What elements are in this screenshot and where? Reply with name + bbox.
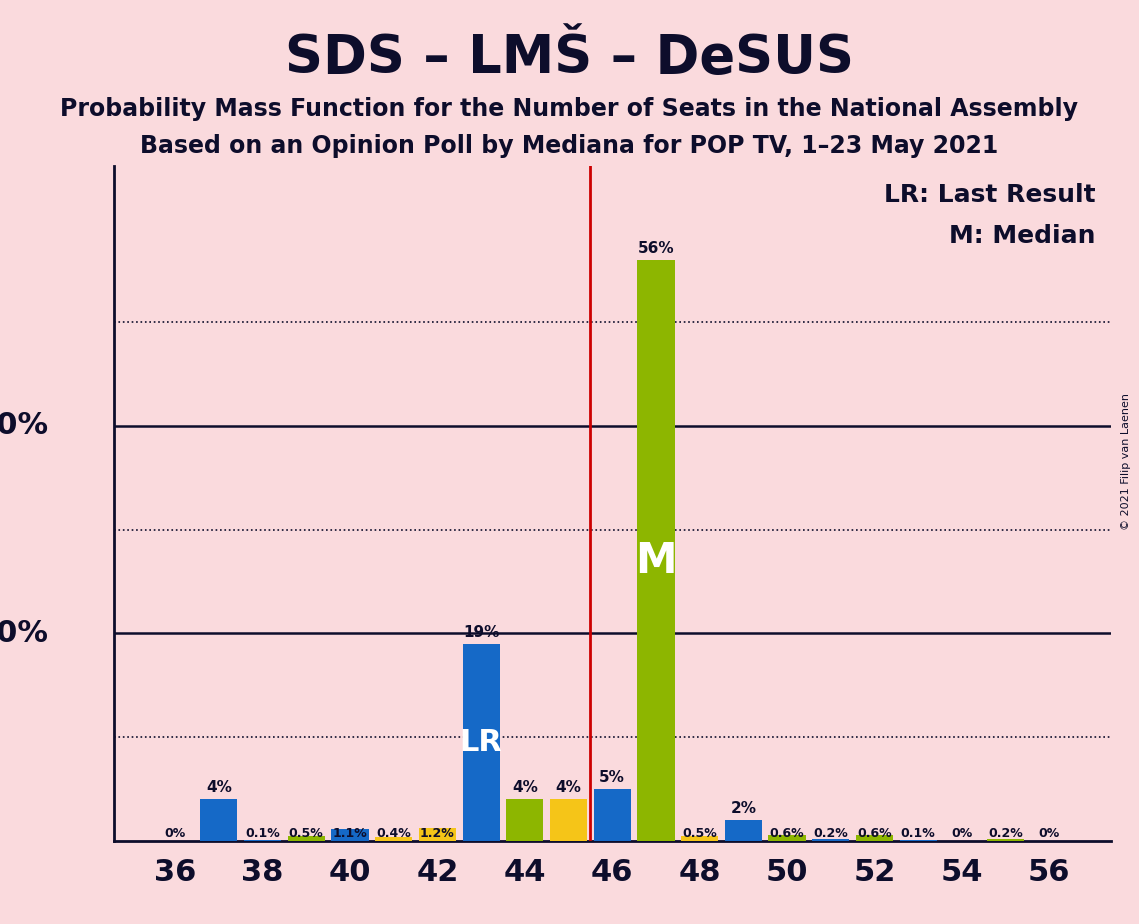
- Text: 0.2%: 0.2%: [989, 827, 1023, 840]
- Bar: [375, 837, 412, 841]
- Text: LR: Last Result: LR: Last Result: [884, 183, 1096, 207]
- Text: LR: LR: [460, 728, 502, 757]
- Text: 4%: 4%: [511, 780, 538, 796]
- Text: 0.5%: 0.5%: [682, 827, 718, 840]
- Text: M: Median: M: Median: [949, 224, 1096, 248]
- Text: 1.2%: 1.2%: [420, 827, 454, 840]
- Text: 19%: 19%: [462, 625, 499, 639]
- Text: 4%: 4%: [556, 780, 581, 796]
- Text: 2%: 2%: [730, 801, 756, 816]
- Text: M: M: [636, 540, 677, 581]
- Text: 0.1%: 0.1%: [245, 827, 280, 840]
- Text: 4%: 4%: [206, 780, 231, 796]
- Bar: [331, 830, 369, 841]
- Bar: [855, 834, 893, 841]
- Bar: [506, 799, 543, 841]
- Text: 0%: 0%: [164, 827, 186, 840]
- Bar: [419, 829, 456, 841]
- Bar: [812, 839, 850, 841]
- Text: 0.5%: 0.5%: [289, 827, 323, 840]
- Bar: [288, 835, 325, 841]
- Bar: [988, 839, 1024, 841]
- Bar: [593, 789, 631, 841]
- Bar: [724, 821, 762, 841]
- Text: 0.6%: 0.6%: [858, 827, 892, 840]
- Text: 56%: 56%: [638, 240, 674, 256]
- Bar: [244, 840, 281, 841]
- Bar: [900, 840, 936, 841]
- Text: 40%: 40%: [0, 411, 49, 440]
- Text: SDS – LMŠ – DeSUS: SDS – LMŠ – DeSUS: [285, 32, 854, 84]
- Text: Based on an Opinion Poll by Mediana for POP TV, 1–23 May 2021: Based on an Opinion Poll by Mediana for …: [140, 134, 999, 158]
- Text: 0%: 0%: [951, 827, 973, 840]
- Bar: [550, 799, 587, 841]
- Bar: [638, 260, 674, 841]
- Text: © 2021 Filip van Laenen: © 2021 Filip van Laenen: [1121, 394, 1131, 530]
- Text: 5%: 5%: [599, 770, 625, 784]
- Bar: [200, 799, 237, 841]
- Bar: [681, 835, 719, 841]
- Bar: [769, 834, 805, 841]
- Text: 0.6%: 0.6%: [770, 827, 804, 840]
- Text: 1.1%: 1.1%: [333, 827, 367, 840]
- Text: 0%: 0%: [1039, 827, 1060, 840]
- Text: 20%: 20%: [0, 619, 49, 648]
- Bar: [462, 644, 500, 841]
- Text: 0.4%: 0.4%: [376, 827, 411, 840]
- Text: Probability Mass Function for the Number of Seats in the National Assembly: Probability Mass Function for the Number…: [60, 97, 1079, 121]
- Text: 0.2%: 0.2%: [813, 827, 849, 840]
- Text: 0.1%: 0.1%: [901, 827, 935, 840]
